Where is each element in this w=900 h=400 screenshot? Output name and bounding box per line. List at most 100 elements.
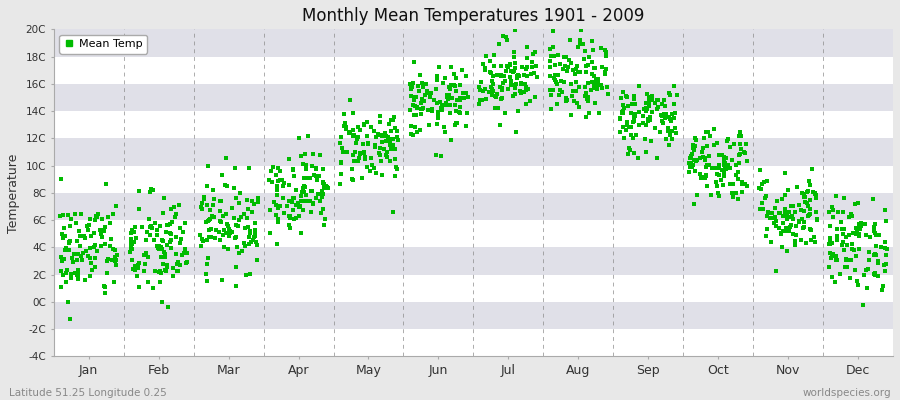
Point — [549, 79, 563, 85]
Point — [809, 195, 824, 202]
Point — [158, 251, 173, 258]
Point — [238, 243, 253, 249]
Point — [487, 63, 501, 69]
Bar — [54, 220, 893, 247]
Point — [772, 210, 787, 216]
Point — [839, 256, 853, 263]
Point — [216, 244, 230, 251]
Point — [364, 124, 378, 130]
Point — [402, 81, 417, 87]
Point — [496, 33, 510, 39]
Point — [565, 93, 580, 99]
Point — [657, 97, 671, 104]
Point — [496, 80, 510, 86]
Legend: Mean Temp: Mean Temp — [59, 35, 148, 54]
Point — [525, 59, 539, 65]
Bar — [54, 56, 893, 84]
Point — [781, 209, 796, 215]
Point — [428, 96, 442, 103]
Point — [484, 70, 499, 76]
Point — [320, 184, 334, 190]
Point — [692, 155, 706, 162]
Point — [229, 195, 243, 202]
Point — [85, 260, 99, 266]
Point — [587, 73, 601, 80]
Bar — [54, 275, 893, 302]
Point — [461, 94, 475, 100]
Point — [717, 160, 732, 166]
Point — [294, 198, 309, 204]
Point — [488, 93, 502, 99]
Point — [220, 221, 234, 227]
Point — [563, 80, 578, 87]
Point — [349, 135, 364, 141]
Point — [313, 210, 328, 216]
Point — [383, 158, 398, 164]
Point — [478, 65, 492, 71]
Point — [506, 93, 520, 99]
Point — [154, 244, 168, 250]
Point — [598, 66, 613, 72]
Point — [486, 72, 500, 79]
Point — [63, 223, 77, 229]
Point — [579, 114, 593, 120]
Point — [124, 229, 139, 236]
Point — [654, 118, 669, 124]
Point — [206, 202, 220, 208]
Point — [613, 115, 627, 122]
Point — [587, 81, 601, 88]
Point — [499, 33, 513, 40]
Point — [840, 264, 854, 270]
Point — [721, 162, 735, 168]
Point — [665, 128, 680, 134]
Point — [373, 145, 387, 152]
Point — [104, 256, 119, 263]
Point — [64, 270, 78, 277]
Point — [518, 101, 533, 108]
Point — [369, 134, 383, 141]
Point — [251, 198, 266, 205]
Point — [569, 79, 583, 85]
Point — [867, 228, 881, 234]
Point — [643, 95, 657, 102]
Point — [513, 87, 527, 94]
Point — [368, 142, 382, 148]
Point — [444, 95, 458, 102]
Point — [852, 233, 867, 240]
Point — [82, 222, 96, 228]
Point — [574, 27, 589, 33]
Point — [241, 224, 256, 230]
Point — [586, 47, 600, 54]
Point — [212, 218, 227, 224]
Point — [382, 121, 396, 128]
Point — [698, 173, 713, 180]
Point — [781, 228, 796, 234]
Point — [248, 232, 262, 239]
Point — [109, 256, 123, 263]
Point — [870, 273, 885, 280]
Point — [405, 83, 419, 90]
Point — [346, 110, 360, 117]
Point — [792, 202, 806, 208]
Point — [653, 129, 668, 135]
Point — [80, 222, 94, 229]
Point — [202, 216, 217, 222]
Point — [780, 226, 795, 232]
Point — [640, 116, 654, 122]
Point — [716, 159, 731, 166]
Point — [861, 266, 876, 273]
Point — [644, 109, 659, 116]
Point — [495, 95, 509, 101]
Point — [880, 246, 895, 252]
Point — [263, 230, 277, 236]
Point — [388, 145, 402, 152]
Point — [554, 78, 568, 84]
Point — [796, 194, 811, 200]
Point — [684, 164, 698, 170]
Point — [440, 93, 454, 100]
Point — [429, 73, 444, 80]
Point — [200, 183, 214, 189]
Point — [125, 227, 140, 233]
Point — [379, 149, 393, 155]
Point — [828, 278, 842, 285]
